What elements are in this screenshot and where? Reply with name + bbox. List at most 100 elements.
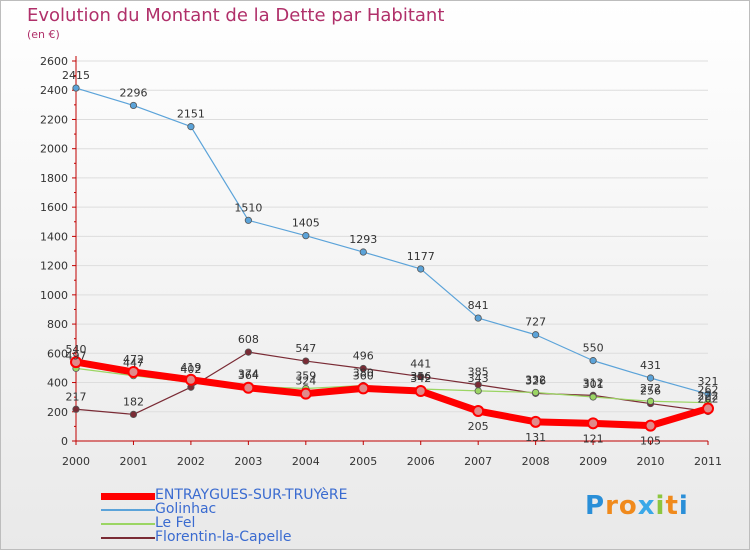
y-tick-label: 1200	[40, 260, 68, 273]
data-label: 447	[123, 357, 144, 370]
data-point	[244, 216, 252, 224]
data-label: 301	[583, 378, 604, 391]
data-point	[242, 381, 255, 394]
data-label: 1405	[292, 217, 320, 230]
series-line-2	[75, 367, 709, 404]
data-label: 402	[180, 363, 201, 376]
x-tick-label: 2006	[407, 455, 435, 468]
y-tick-label: 800	[47, 318, 68, 331]
data-point	[187, 123, 195, 131]
data-label: 497	[66, 349, 87, 362]
data-label: 131	[525, 431, 546, 444]
data-label: 356	[410, 370, 431, 383]
data-point	[474, 314, 482, 322]
y-tick-label: 2600	[40, 55, 68, 68]
logo-letter: i	[655, 491, 666, 521]
data-label: 332	[525, 373, 546, 386]
data-point	[417, 265, 425, 273]
chart-unit: (en €)	[27, 28, 60, 41]
x-tick-label: 2009	[579, 455, 607, 468]
data-label: 272	[640, 382, 661, 395]
logo-letter: x	[637, 491, 656, 521]
x-tick-label: 2004	[292, 455, 320, 468]
data-label: 1293	[349, 233, 377, 246]
data-label: 1510	[234, 201, 262, 214]
data-point	[417, 372, 425, 381]
data-point	[127, 366, 140, 379]
data-point	[357, 382, 370, 395]
data-label: 496	[353, 350, 374, 363]
logo-letter: i	[678, 491, 689, 521]
x-tick-label: 2003	[234, 455, 262, 468]
data-label: 343	[468, 372, 489, 385]
data-label: 472	[123, 353, 144, 366]
data-label: 217	[66, 390, 87, 403]
y-tick-label: 400	[47, 377, 68, 390]
chart-title: Evolution du Montant de la Dette par Hab…	[27, 5, 445, 26]
legend-swatch	[101, 492, 155, 500]
data-point	[589, 393, 597, 401]
legend-label: Florentin-la-Capelle	[155, 529, 292, 545]
x-tick-label: 2000	[62, 455, 90, 468]
data-point	[644, 419, 657, 432]
data-label: 2415	[62, 69, 90, 82]
x-tick-label: 2001	[119, 455, 147, 468]
data-point	[587, 417, 600, 430]
series-line-1	[75, 87, 709, 395]
y-tick-label: 1600	[40, 201, 68, 214]
data-label: 364	[238, 369, 259, 382]
y-tick-label: 600	[47, 347, 68, 360]
x-tick-label: 2002	[177, 455, 205, 468]
data-label: 374	[238, 367, 259, 380]
data-point	[359, 364, 367, 373]
series-line-3	[75, 351, 709, 415]
x-tick-label: 2005	[349, 455, 377, 468]
x-tick-label: 2010	[637, 455, 665, 468]
data-label: 540	[66, 343, 87, 356]
data-label: 547	[295, 342, 316, 355]
data-point	[702, 402, 714, 415]
data-label: 550	[583, 342, 604, 355]
legend-swatch	[101, 523, 155, 525]
y-tick-label: 2200	[40, 113, 68, 126]
data-point	[532, 388, 540, 397]
data-point	[472, 405, 485, 418]
proxiti-logo: Proxiti	[585, 491, 689, 521]
data-point	[244, 348, 252, 356]
data-label: 380	[353, 366, 374, 379]
y-tick-label: 1800	[40, 172, 68, 185]
data-label: 312	[583, 376, 604, 389]
data-label: 342	[410, 372, 431, 385]
data-point	[184, 373, 197, 386]
x-tick-label: 2011	[694, 455, 722, 468]
data-point	[704, 390, 712, 398]
data-point	[359, 248, 367, 256]
y-tick-label: 2000	[40, 143, 68, 156]
data-label: 324	[295, 375, 316, 388]
data-point	[72, 405, 80, 413]
data-point	[70, 356, 82, 369]
data-point	[302, 232, 310, 240]
logo-letter: r	[605, 491, 619, 521]
data-label: 105	[640, 435, 661, 448]
data-label: 431	[640, 359, 661, 372]
data-point	[474, 387, 482, 395]
logo-letter: t	[665, 491, 679, 521]
y-tick-label: 2400	[40, 84, 68, 97]
data-point	[589, 357, 597, 365]
data-label: 182	[123, 395, 144, 408]
data-label: 1177	[407, 250, 435, 263]
data-label: 256	[640, 385, 661, 398]
data-point	[129, 410, 138, 418]
data-label: 385	[468, 366, 489, 379]
y-tick-label: 0	[61, 435, 68, 448]
data-label: 222	[698, 390, 719, 403]
logo-letter: P	[585, 491, 606, 521]
y-tick-label: 1400	[40, 230, 68, 243]
data-label: 202	[698, 392, 719, 405]
logo-letter: o	[618, 491, 638, 521]
data-point	[646, 374, 655, 382]
data-point	[302, 357, 310, 365]
